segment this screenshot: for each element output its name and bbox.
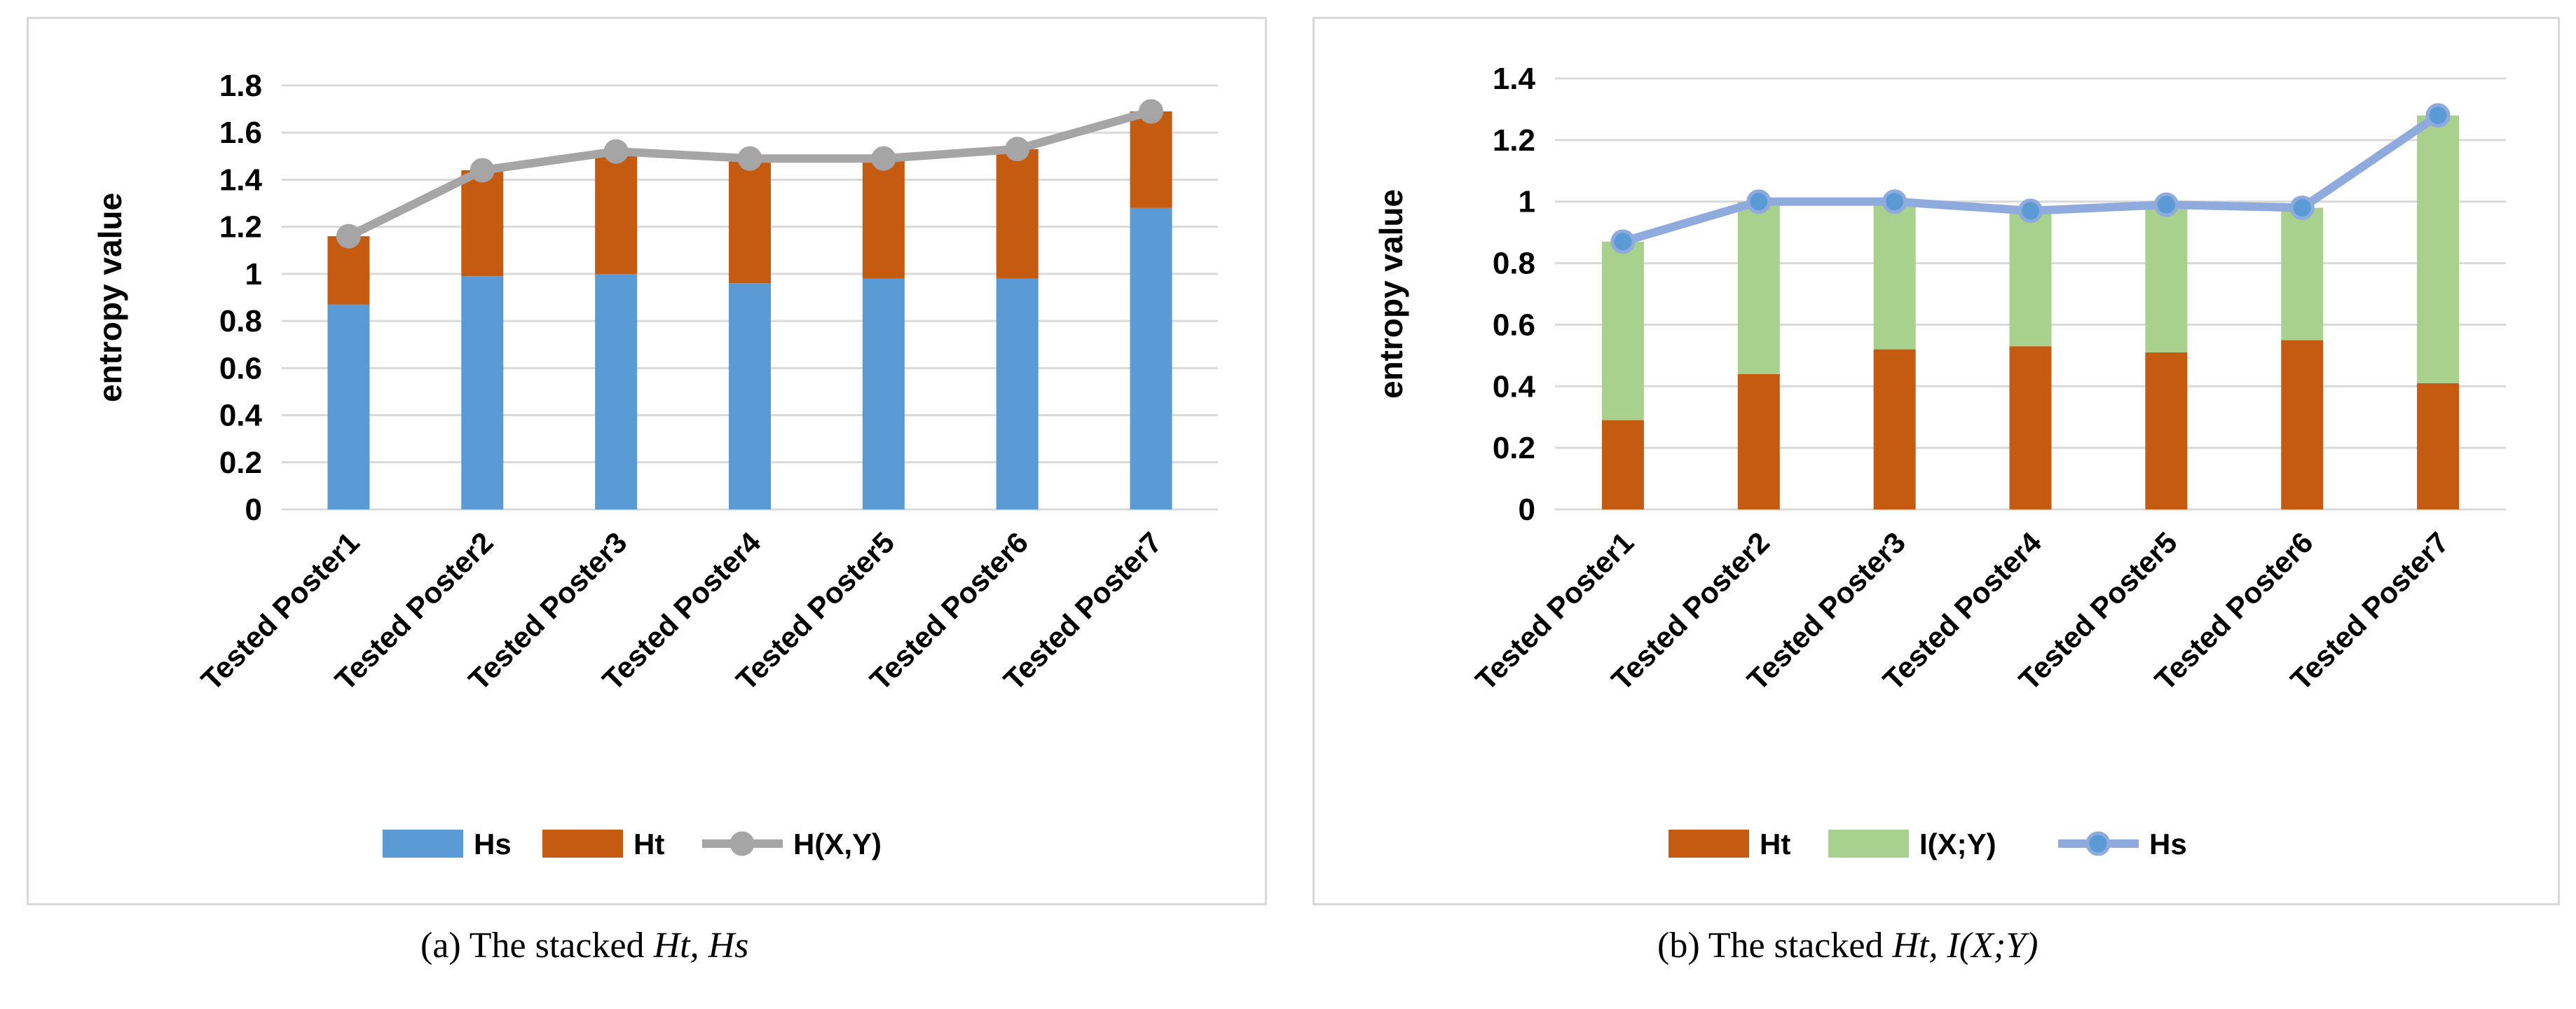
legend-label: Hs bbox=[2149, 828, 2187, 860]
bar-hs-4 bbox=[729, 283, 771, 509]
bar-ht-5 bbox=[862, 158, 905, 279]
line-marker-4 bbox=[737, 146, 762, 171]
chart-panel-a: 0 0.2 0.4 0.6 0.8 1 1.2 1.4 1.6 1.8 entropy value T… bbox=[27, 17, 1267, 905]
line-marker-6 bbox=[2289, 195, 2315, 220]
legend: Hs Ht H(X,Y) bbox=[383, 828, 882, 860]
legend-marker bbox=[729, 831, 755, 856]
bar-ixy-5 bbox=[2145, 205, 2188, 352]
y-tick-label: 0.2 bbox=[219, 446, 262, 480]
line-marker-2 bbox=[1746, 189, 1772, 214]
line-marker-6 bbox=[1005, 137, 1030, 162]
caption-b: (b) The stacked Ht, I(X;Y) bbox=[1657, 925, 2038, 966]
y-tick-label: 0.6 bbox=[1493, 308, 1535, 342]
line-marker-1 bbox=[1610, 229, 1636, 254]
y-tick-label: 0 bbox=[245, 493, 262, 527]
bar-ht-5 bbox=[2145, 352, 2188, 509]
chart-panel-b: 0 0.2 0.4 0.6 0.8 1 1.2 1.4 entropy value Tested … bbox=[1313, 17, 2560, 905]
y-tick-label: 0.4 bbox=[219, 399, 263, 433]
caption-b-label: (b) bbox=[1657, 926, 1700, 966]
bar-ixy-6 bbox=[2281, 207, 2324, 341]
y-tick-label: 1 bbox=[245, 257, 262, 291]
bar-ht-7 bbox=[2417, 383, 2460, 509]
bar-ht-3 bbox=[1873, 349, 1916, 509]
bar-hs-5 bbox=[862, 278, 905, 509]
y-tick-label: 1.4 bbox=[1493, 62, 1536, 96]
y-tick-label: 1.2 bbox=[1493, 123, 1535, 158]
y-tick-label: 1.2 bbox=[219, 210, 262, 245]
caption-b-text: The stacked bbox=[1708, 926, 1884, 966]
bar-hs-7 bbox=[1130, 207, 1172, 509]
bar-ixy-2 bbox=[1737, 201, 1780, 374]
legend-swatch bbox=[1669, 830, 1749, 858]
line-marker-3 bbox=[1882, 189, 1907, 214]
legend-swatch bbox=[542, 830, 623, 858]
bar-hs-1 bbox=[327, 304, 370, 509]
legend-label: Ht bbox=[1760, 828, 1790, 860]
bar-ht-2 bbox=[461, 170, 504, 277]
legend-marker bbox=[2085, 831, 2111, 856]
legend-label: Hs bbox=[474, 828, 512, 860]
bar-hs-3 bbox=[595, 273, 638, 509]
bar-ht-4 bbox=[2009, 346, 2052, 509]
bar-ht-6 bbox=[2281, 340, 2324, 509]
y-tick-label: 1.4 bbox=[219, 163, 263, 197]
bar-ht-1 bbox=[1601, 420, 1644, 509]
legend-label: Ht bbox=[633, 828, 664, 860]
bar-ht-4 bbox=[729, 158, 771, 284]
line-marker-3 bbox=[603, 139, 629, 164]
bar-ht-2 bbox=[1737, 373, 1780, 509]
y-tick-label: 1 bbox=[1519, 185, 1535, 219]
bar-hs-6 bbox=[996, 278, 1039, 509]
line-marker-7 bbox=[2425, 103, 2451, 128]
y-tick-label: 1.8 bbox=[219, 69, 262, 103]
bar-ht-6 bbox=[996, 149, 1039, 279]
line-marker-4 bbox=[2018, 198, 2043, 224]
caption-a-label: (a) bbox=[420, 926, 461, 966]
y-axis-title: entropy value bbox=[92, 193, 128, 402]
legend-label: I(X;Y) bbox=[1919, 828, 1996, 860]
legend-swatch bbox=[1828, 830, 1909, 858]
caption-a-text: The stacked bbox=[469, 926, 645, 966]
line-marker-1 bbox=[336, 224, 361, 249]
caption-a: (a) The stacked Ht, Hs bbox=[420, 925, 748, 966]
bar-ixy-4 bbox=[2009, 210, 2052, 347]
line-marker-5 bbox=[2153, 192, 2179, 217]
bar-hs-2 bbox=[461, 276, 504, 509]
caption-b-math: Ht, I(X;Y) bbox=[1892, 926, 2039, 966]
y-tick-label: 0.8 bbox=[1493, 247, 1535, 281]
bar-ixy-3 bbox=[1873, 201, 1916, 350]
legend-swatch bbox=[383, 830, 463, 858]
legend: Ht I(X;Y) Hs bbox=[1669, 828, 2187, 860]
bar-ixy-7 bbox=[2417, 115, 2460, 383]
bar-ht-7 bbox=[1130, 111, 1172, 208]
line-marker-5 bbox=[871, 146, 896, 171]
y-tick-label: 0.4 bbox=[1493, 369, 1536, 404]
bar-ixy-1 bbox=[1601, 241, 1644, 420]
y-tick-label: 0.8 bbox=[219, 304, 262, 338]
y-tick-label: 0 bbox=[1519, 493, 1535, 527]
y-tick-label: 1.6 bbox=[219, 116, 262, 150]
y-axis-title: entropy value bbox=[1373, 189, 1409, 399]
line-marker-2 bbox=[470, 158, 495, 183]
legend-label: H(X,Y) bbox=[793, 828, 882, 860]
y-tick-label: 0.6 bbox=[219, 351, 262, 385]
y-tick-label: 0.2 bbox=[1493, 431, 1535, 465]
line-marker-7 bbox=[1139, 99, 1164, 124]
bar-ht-3 bbox=[595, 151, 638, 274]
caption-a-math: Ht, Hs bbox=[653, 926, 749, 966]
